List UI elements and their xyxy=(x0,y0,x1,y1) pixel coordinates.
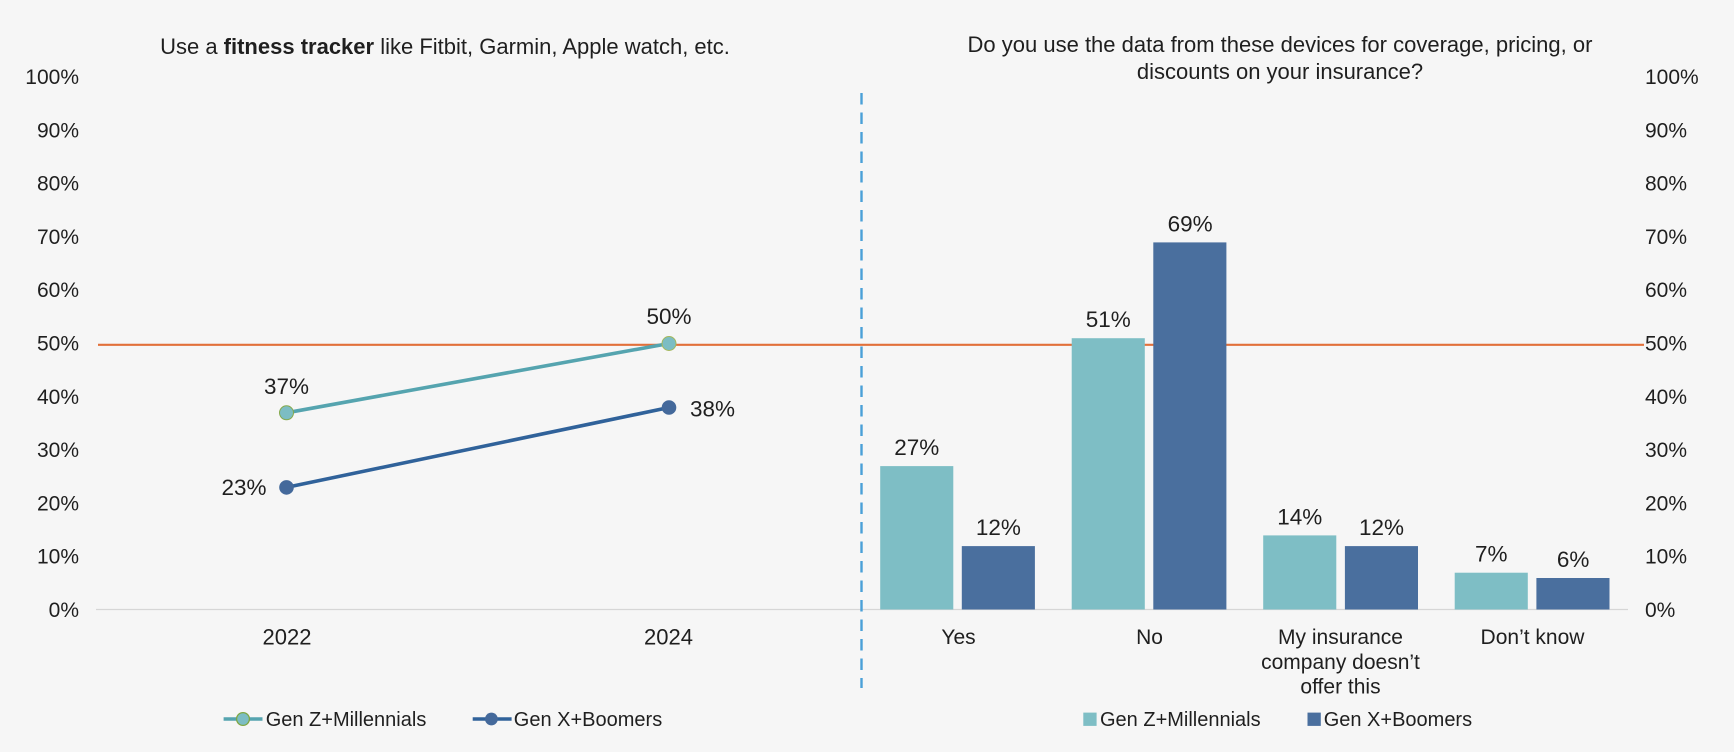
svg-text:Yes: Yes xyxy=(941,626,975,649)
svg-text:20%: 20% xyxy=(37,492,79,515)
svg-text:No: No xyxy=(1136,626,1163,649)
svg-text:2022: 2022 xyxy=(263,624,312,649)
svg-text:Don’t know: Don’t know xyxy=(1481,626,1586,649)
svg-text:company doesn’t: company doesn’t xyxy=(1261,651,1420,674)
svg-text:23%: 23% xyxy=(221,475,266,500)
svg-text:Gen Z+Millennials: Gen Z+Millennials xyxy=(266,709,427,731)
svg-text:Gen Z+Millennials: Gen Z+Millennials xyxy=(1100,709,1261,731)
svg-text:7%: 7% xyxy=(1475,542,1508,567)
svg-text:27%: 27% xyxy=(894,435,939,460)
svg-text:100%: 100% xyxy=(25,66,79,89)
svg-text:40%: 40% xyxy=(1645,386,1687,409)
svg-text:90%: 90% xyxy=(37,119,79,142)
svg-text:0%: 0% xyxy=(49,599,79,622)
svg-text:2024: 2024 xyxy=(644,624,693,649)
svg-text:discounts on your insurance?: discounts on your insurance? xyxy=(1137,59,1423,84)
svg-text:Gen X+Boomers: Gen X+Boomers xyxy=(1324,709,1472,731)
svg-text:60%: 60% xyxy=(1645,279,1687,302)
svg-text:50%: 50% xyxy=(646,304,691,329)
svg-text:70%: 70% xyxy=(1645,226,1687,249)
svg-text:38%: 38% xyxy=(690,397,735,422)
svg-text:30%: 30% xyxy=(37,439,79,462)
svg-text:40%: 40% xyxy=(37,386,79,409)
svg-text:Do you use the data from these: Do you use the data from these devices f… xyxy=(968,32,1593,57)
svg-text:80%: 80% xyxy=(1645,173,1687,196)
svg-text:6%: 6% xyxy=(1557,547,1590,572)
svg-text:50%: 50% xyxy=(1645,333,1687,356)
svg-text:offer this: offer this xyxy=(1300,676,1380,699)
svg-text:100%: 100% xyxy=(1645,66,1699,89)
svg-text:50%: 50% xyxy=(37,333,79,356)
svg-text:Use a fitness tracker like Fit: Use a fitness tracker like Fitbit, Garmi… xyxy=(160,34,730,59)
svg-text:10%: 10% xyxy=(1645,546,1687,569)
svg-text:0%: 0% xyxy=(1645,599,1675,622)
svg-text:30%: 30% xyxy=(1645,439,1687,462)
svg-text:10%: 10% xyxy=(37,546,79,569)
svg-text:37%: 37% xyxy=(264,374,309,399)
svg-text:60%: 60% xyxy=(37,279,79,302)
svg-text:69%: 69% xyxy=(1168,212,1213,237)
svg-text:90%: 90% xyxy=(1645,119,1687,142)
svg-text:70%: 70% xyxy=(37,226,79,249)
svg-text:Gen X+Boomers: Gen X+Boomers xyxy=(514,709,662,731)
svg-text:80%: 80% xyxy=(37,173,79,196)
svg-text:12%: 12% xyxy=(1359,515,1404,540)
svg-text:51%: 51% xyxy=(1086,307,1131,332)
svg-text:20%: 20% xyxy=(1645,492,1687,515)
svg-text:14%: 14% xyxy=(1277,505,1322,530)
svg-text:My insurance: My insurance xyxy=(1278,626,1403,649)
svg-text:12%: 12% xyxy=(976,515,1021,540)
